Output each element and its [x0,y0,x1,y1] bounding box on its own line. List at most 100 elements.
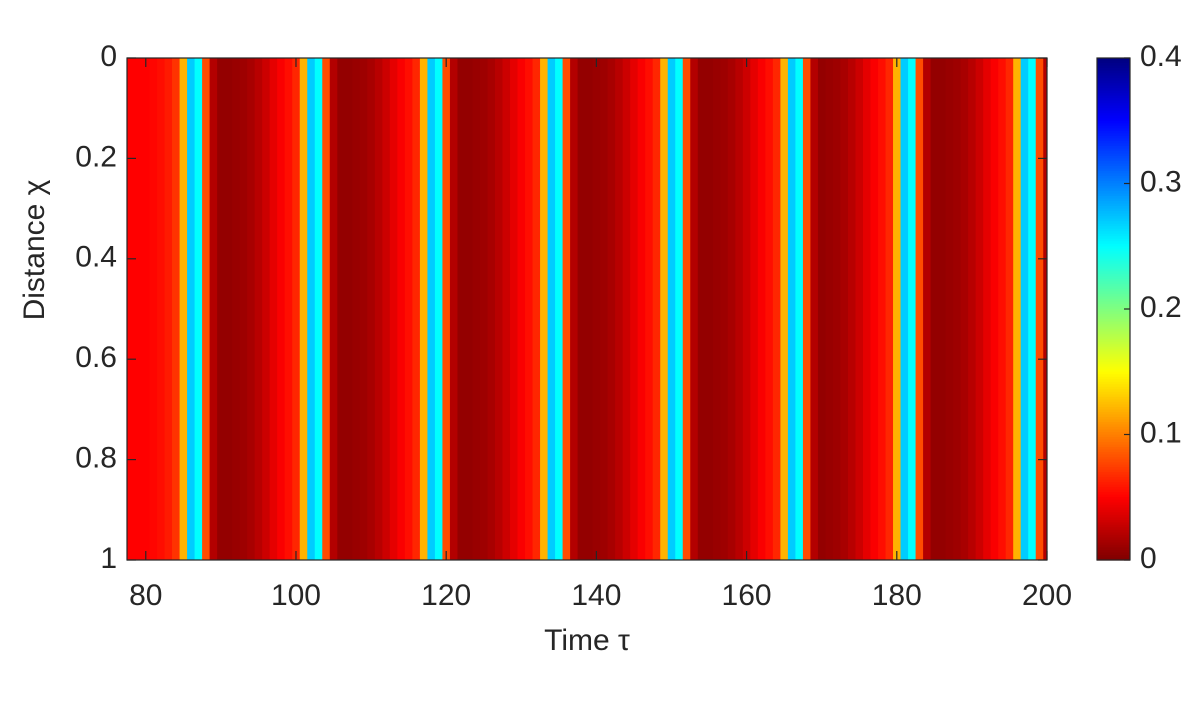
y-tick-label: 0.4 [75,241,117,274]
heatmap-cell [412,58,421,560]
heatmap-cell [600,58,609,560]
colorbar-cell [1097,80,1130,84]
colorbar-cell [1097,133,1130,137]
colorbar-cell [1097,123,1130,127]
heatmap-cell [817,58,827,560]
colorbar-cell [1097,233,1130,237]
heatmap-cell [299,58,308,560]
colorbar-cell [1097,85,1130,89]
heatmap-cell [810,58,819,560]
colorbar-cell [1097,366,1130,370]
heatmap-cell [660,58,669,560]
colorbar-cell [1097,276,1130,280]
colorbar-cell [1097,421,1130,426]
colorbar-cell [1097,474,1130,478]
heatmap-cell [1028,58,1037,560]
heatmap-cell [472,58,481,560]
heatmap-cell [359,58,368,560]
heatmap-cell [239,58,248,560]
colorbar-cell [1097,191,1130,195]
colorbar-cell [1097,108,1130,112]
heatmap-cell [930,58,939,560]
heatmap-cell [532,58,541,560]
heatmap-cell [262,58,271,560]
heatmap-cell [690,58,699,560]
colorbar-cell [1097,105,1130,109]
colorbar-cell [1097,186,1130,190]
heatmap-cell [292,58,301,560]
x-tick-label: 160 [722,579,772,612]
colorbar-cell [1097,447,1130,451]
colorbar-cell [1097,65,1130,69]
colorbar-cell [1097,98,1130,102]
heatmap-cell [727,58,736,560]
colorbar-cell [1097,291,1130,295]
heatmap-cell [427,58,436,560]
heatmap-cell [570,58,579,560]
colorbar-cell [1097,203,1130,207]
colorbar-cell [1097,356,1130,360]
colorbar-cell [1097,497,1130,501]
colorbar-cell [1097,406,1130,410]
colorbar-cell [1097,301,1130,305]
colorbar-cell [1097,309,1130,313]
colorbar-cell [1097,544,1130,549]
colorbar-cell [1097,263,1130,267]
colorbar-cell [1097,326,1130,330]
heatmap-cell [765,58,774,560]
y-axis-label: Distance χ [18,179,51,320]
heatmap-cell [442,58,451,560]
heatmap-cell [464,58,474,560]
colorbar-cell [1097,457,1130,461]
colorbar-cell [1097,150,1130,154]
colorbar-cell [1097,143,1130,147]
heatmap-cell [652,58,661,560]
heatmap-cell [179,58,188,560]
colorbar-cell [1097,391,1130,395]
colorbar-cell [1097,293,1130,298]
heatmap-cell [983,58,992,560]
heatmap-cell [479,58,489,560]
colorbar-cell [1097,321,1130,325]
colorbar-cell [1097,376,1130,380]
heatmap-cell [449,58,459,560]
y-tick-label: 1 [100,542,117,575]
y-tick-label: 0.8 [75,442,117,475]
heatmap-cell [307,58,316,560]
heatmap-cell [314,58,323,560]
colorbar-cell [1097,442,1130,446]
colorbar-cell [1097,529,1130,533]
heatmap-cell [202,58,211,560]
heatmap-cell [795,58,804,560]
colorbar-cell [1097,487,1130,491]
heatmap-cell [682,58,691,560]
heatmap-cell [194,58,203,560]
heatmap-cell [404,58,413,560]
colorbar-cell [1097,519,1130,523]
heatmap-cell [247,58,256,560]
heatmap-cell [915,58,924,560]
colorbar-cell [1097,140,1130,144]
heatmap-cell [555,58,564,560]
heatmap-cell [585,58,594,560]
colorbar-cell [1097,524,1130,528]
colorbar-cell [1097,472,1130,476]
colorbar-cell [1097,394,1130,398]
colorbar-tick-label: 0 [1140,542,1157,575]
colorbar-cell [1097,334,1130,338]
x-axis-label: Time τ [544,624,630,657]
colorbar-cell [1097,437,1130,441]
colorbar-cell [1097,494,1130,498]
colorbar-cell [1097,426,1130,431]
colorbar-cell [1097,311,1130,315]
colorbar-cell [1097,364,1130,368]
heatmap-cell [172,58,181,560]
colorbar-cell [1097,549,1130,554]
colorbar-cell [1097,145,1130,149]
heatmap-cell [592,58,601,560]
colorbar-cell [1097,73,1130,77]
colorbar [1097,58,1130,561]
colorbar-cell [1097,554,1130,559]
colorbar-cell [1097,193,1130,197]
colorbar-cell [1097,110,1130,114]
